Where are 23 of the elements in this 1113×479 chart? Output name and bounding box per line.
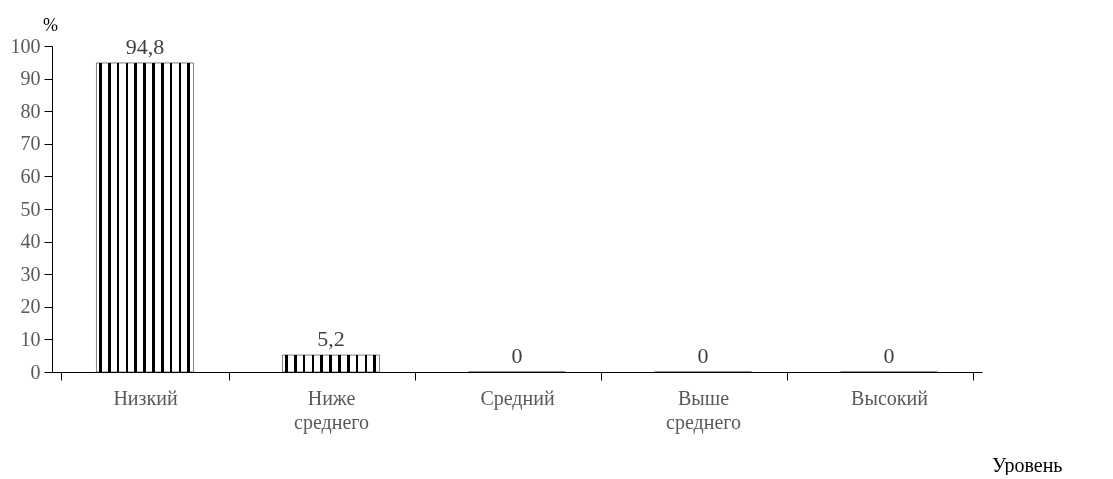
y-tick-label: 0	[30, 360, 41, 383]
y-tick-label: 60	[20, 164, 41, 187]
x-tick-label: Выше среднего	[666, 386, 741, 434]
y-tick-label: 40	[20, 230, 41, 253]
x-tick-label: Высокий	[851, 386, 929, 409]
data-label: 0	[883, 343, 895, 368]
y-tick-label: 10	[20, 327, 41, 350]
y-tick-label: 30	[20, 262, 41, 285]
y-axis-title: %	[43, 14, 58, 35]
x-axis-title: Уровень	[992, 453, 1063, 477]
y-tick-label: 50	[20, 197, 41, 220]
y-tick-label: 100	[10, 34, 41, 57]
y-tick-label: 90	[20, 67, 41, 90]
y-tick-label: 70	[20, 132, 41, 155]
data-label: 0	[697, 343, 709, 368]
y-tick-label: 20	[20, 295, 41, 318]
data-label: 0	[511, 343, 523, 368]
data-label: 5,2	[317, 326, 345, 352]
y-tick-label: 80	[20, 99, 41, 122]
x-tick-label: Низкий	[113, 386, 178, 409]
x-tick-label: Средний	[480, 386, 555, 410]
x-tick-label: Ниже среднего	[294, 386, 369, 434]
data-label: 94,8	[125, 33, 165, 59]
